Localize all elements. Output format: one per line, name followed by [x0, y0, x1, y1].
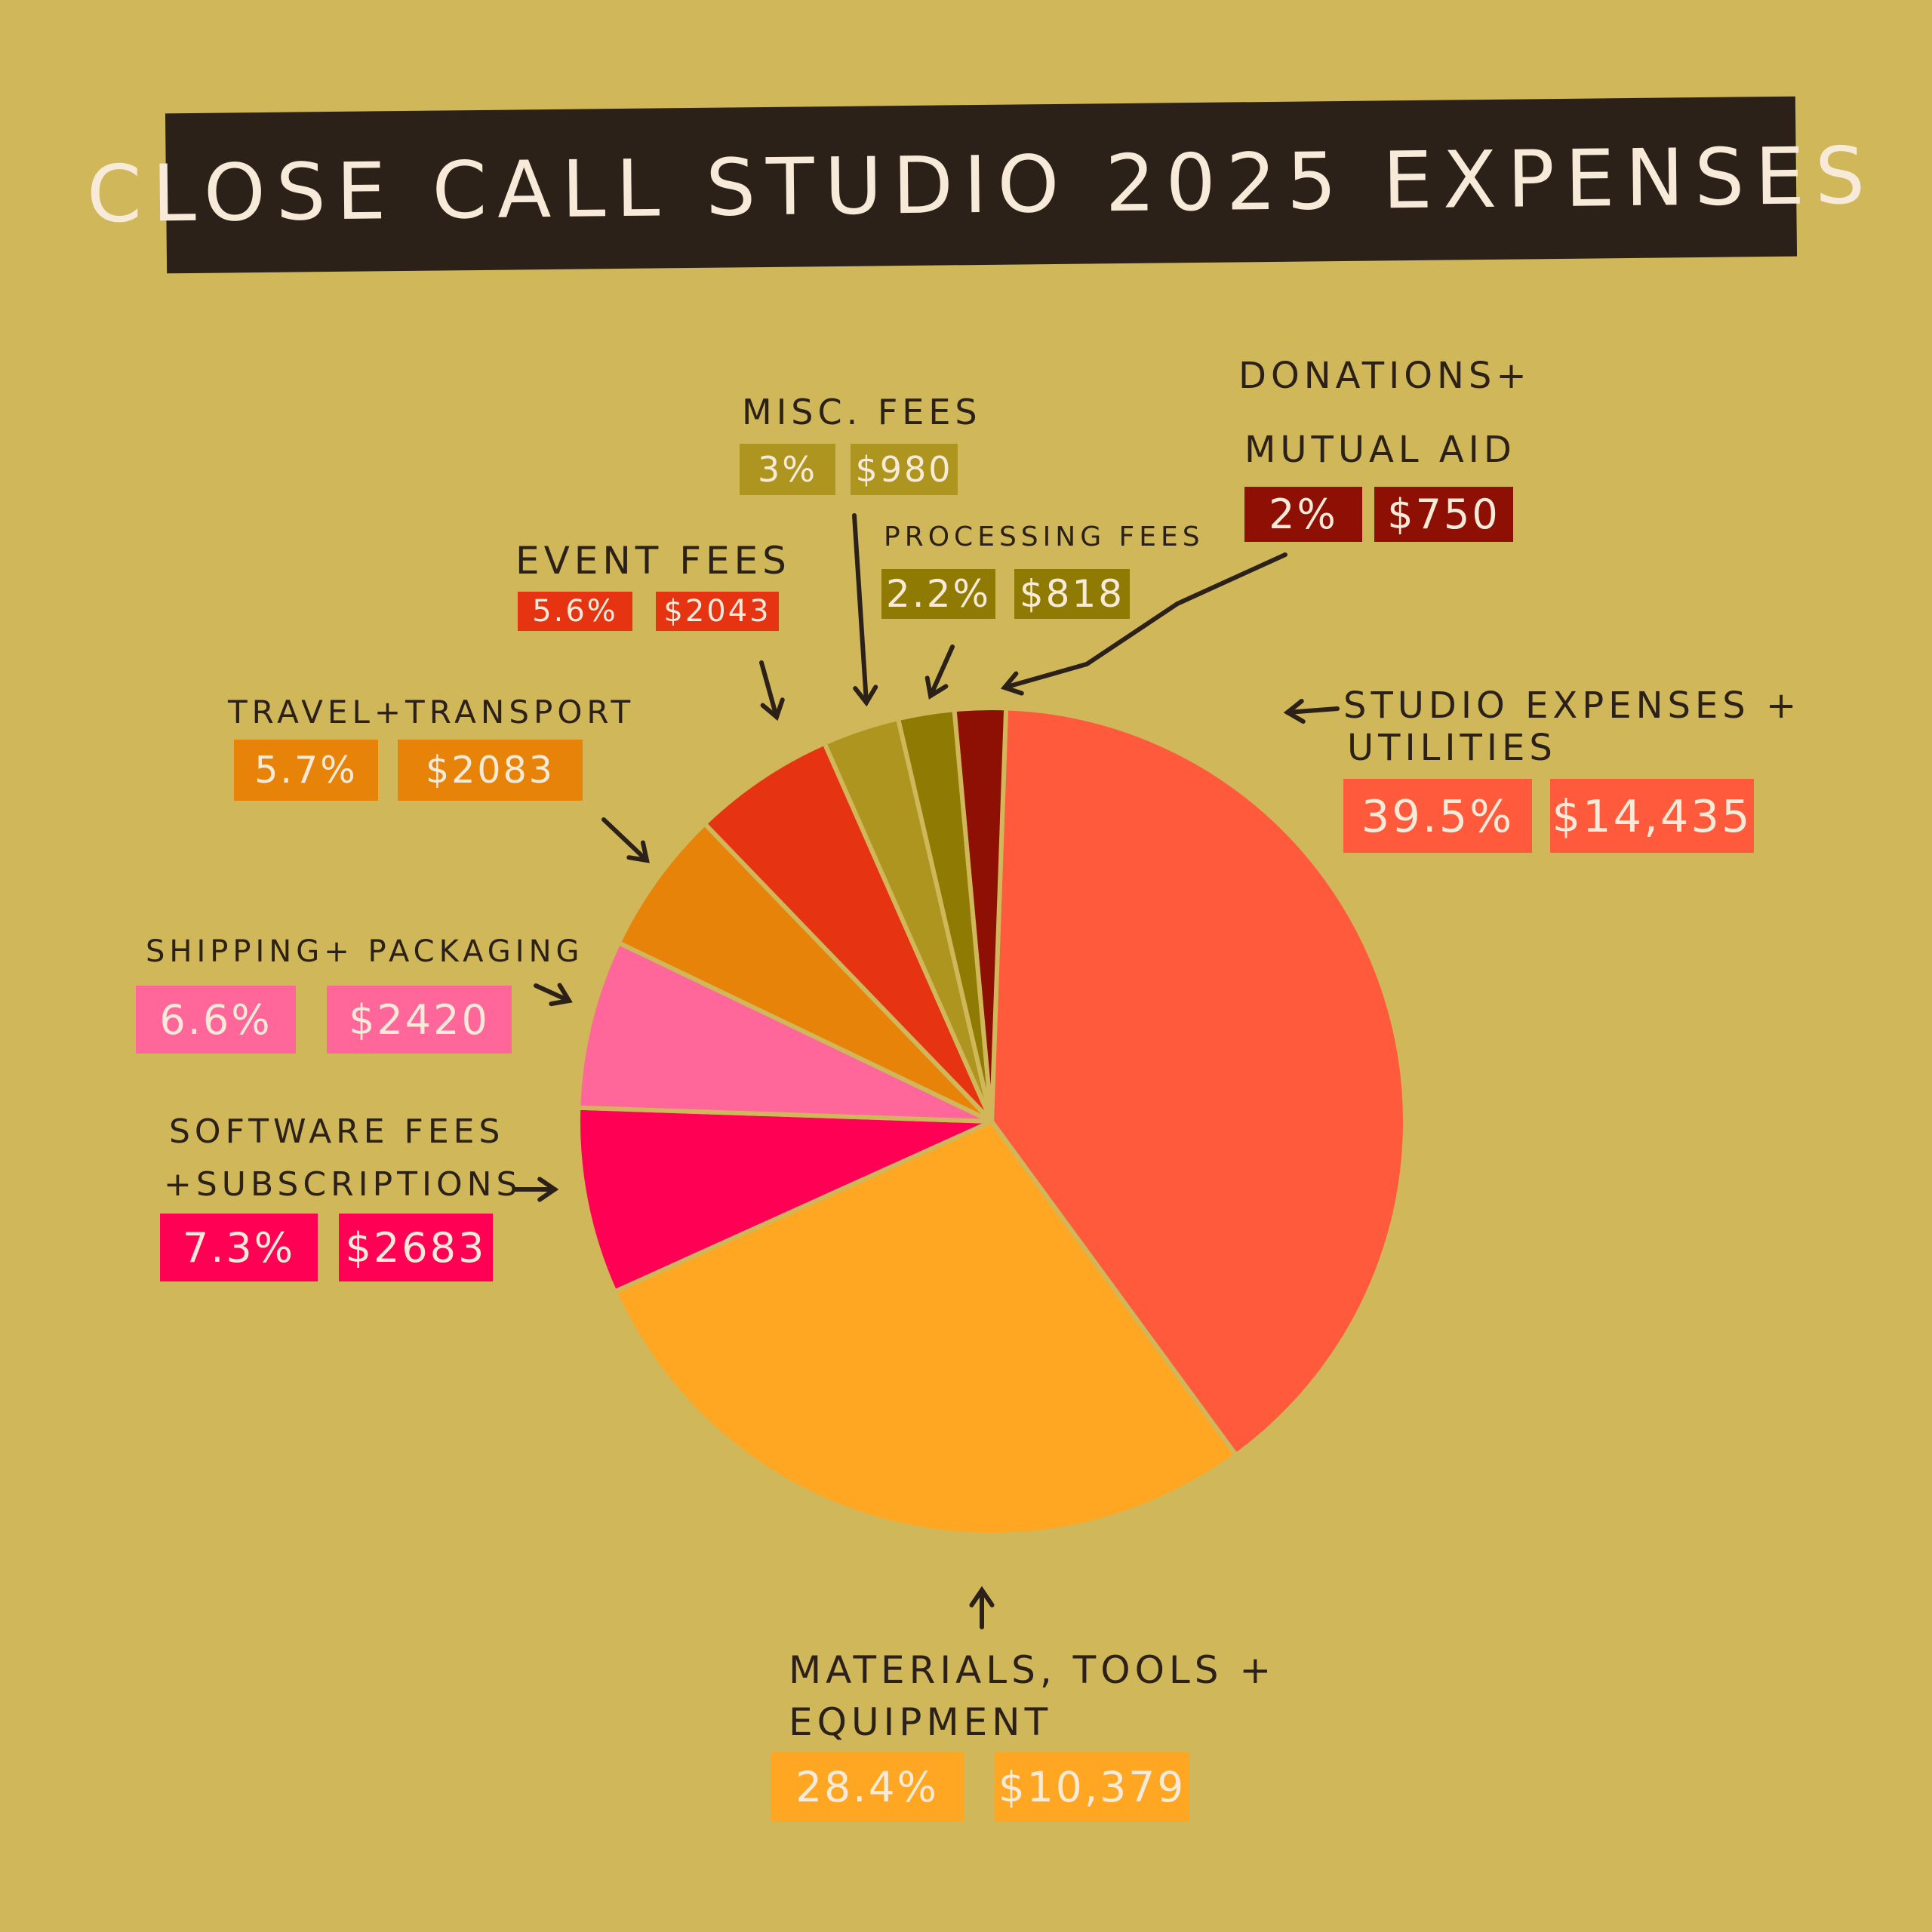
amount-label: $10,379	[995, 1752, 1189, 1822]
arrow-misc	[852, 513, 878, 707]
slice-label: STUDIO EXPENSES +	[1343, 685, 1801, 727]
percent-label: 28.4%	[771, 1752, 964, 1822]
arrow-materials	[969, 1586, 995, 1629]
percent-label: 5.7%	[234, 740, 378, 801]
slice-label: EVENT FEES	[515, 539, 791, 583]
slice-label: SHIPPING+ PACKAGING	[146, 934, 584, 969]
slice-label: SOFTWARE FEES	[169, 1112, 505, 1151]
pie-slice-4	[615, 820, 994, 1124]
amount-label: $14,435	[1550, 779, 1754, 853]
slice-label: DONATIONS+	[1238, 355, 1531, 397]
slice-label: MATERIALS, TOOLS +	[789, 1648, 1276, 1692]
slice-label: EQUIPMENT	[789, 1700, 1053, 1744]
amount-label: $750	[1374, 487, 1513, 542]
percent-label: 3%	[740, 444, 835, 495]
arrow-software	[513, 1177, 559, 1202]
slice-label: MISC. FEES	[742, 392, 982, 432]
percent-label: 39.5%	[1343, 779, 1532, 853]
pie-slice-3	[576, 940, 993, 1124]
percent-label: 5.6%	[518, 592, 632, 631]
pie-slice-1	[611, 1118, 1240, 1537]
amount-label: $980	[851, 444, 958, 495]
arrow-event	[759, 660, 785, 721]
slice-label: TRAVEL+TRANSPORT	[228, 694, 635, 731]
pie-slice-8	[952, 706, 1009, 1122]
arrow-shipping	[534, 983, 573, 1007]
slice-label: UTILITIES	[1347, 727, 1557, 769]
arrow-donations	[1000, 552, 1287, 696]
arrow-processing	[924, 645, 955, 700]
pie-slice-2	[576, 1105, 993, 1295]
percent-label: 7.3%	[160, 1214, 318, 1281]
percent-label: 6.6%	[136, 986, 296, 1054]
slice-label: PROCESSING FEES	[884, 521, 1204, 552]
amount-label: $2083	[398, 740, 583, 801]
amount-label: $2043	[656, 592, 779, 631]
percent-label: 2%	[1244, 487, 1362, 542]
amount-label: $818	[1014, 569, 1130, 619]
percent-label: 2.2%	[881, 569, 995, 619]
arrow-studio	[1283, 698, 1340, 724]
amount-label: $2420	[327, 986, 512, 1054]
slice-label: +SUBSCRIPTIONS	[164, 1165, 522, 1204]
amount-label: $2683	[339, 1214, 493, 1281]
pie-slice-5	[701, 740, 994, 1124]
slice-label: MUTUAL AID	[1244, 429, 1516, 471]
pie-slice-0	[989, 706, 1407, 1459]
arrow-travel	[601, 817, 650, 863]
